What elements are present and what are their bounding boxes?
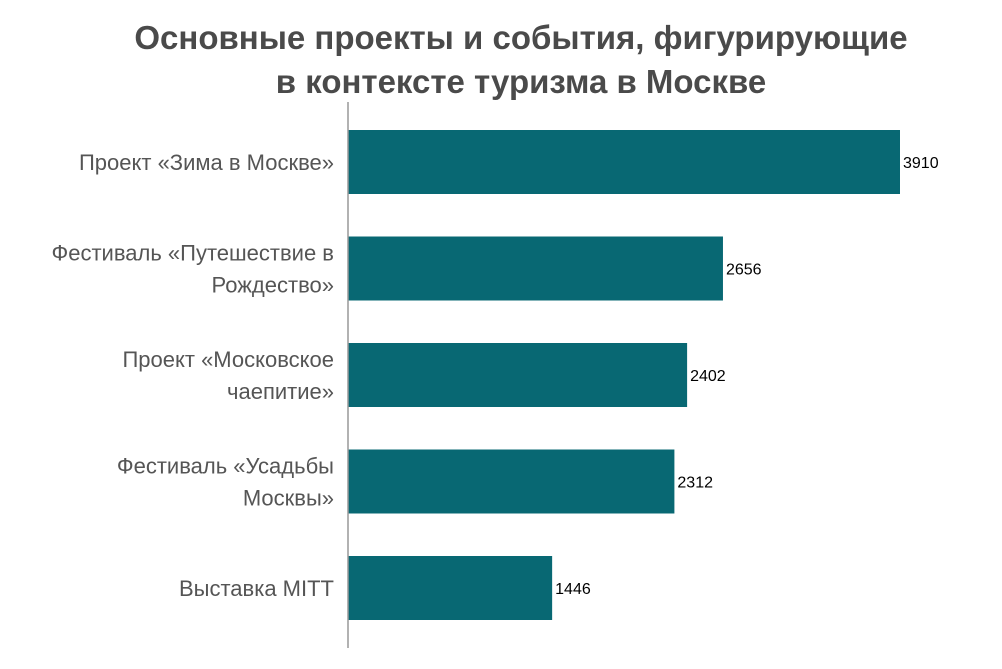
data-label-3: 2402 <box>690 368 726 385</box>
data-label-2: 2656 <box>726 262 762 279</box>
category-label-line: Проект «Московское <box>122 347 334 372</box>
category-label-line: Выставка MITT <box>179 576 334 601</box>
category-label-line: Проект «Зима в Москве» <box>79 150 334 175</box>
chart-title-line-2: в контексте туризма в Москве <box>275 63 767 100</box>
category-label-line: Фестиваль «Путешествие в <box>52 241 335 266</box>
bar-1 <box>348 130 900 194</box>
category-label-1: Проект «Зима в Москве» <box>79 150 334 175</box>
category-label-line: Москвы» <box>243 486 334 511</box>
data-label-4: 2312 <box>677 475 713 492</box>
bar-4 <box>348 449 675 514</box>
data-label-5: 1446 <box>555 581 591 598</box>
category-label-line: Рождество» <box>212 273 334 298</box>
category-label-2: Фестиваль «Путешествие в Рождество» <box>52 241 335 298</box>
category-label-line: Фестиваль «Усадьбы <box>117 454 334 479</box>
category-label-4: Фестиваль «Усадьбы Москвы» <box>117 454 334 511</box>
data-label-1: 3910 <box>903 155 939 172</box>
bar-2 <box>348 236 723 301</box>
category-label-line: чаепитие» <box>227 379 334 404</box>
category-label-5: Выставка MITT <box>179 576 334 601</box>
bar-5 <box>348 556 553 620</box>
category-label-3: Проект «Московское чаепитие» <box>122 347 334 404</box>
chart-title-line-1: Основные проекты и события, фигурирующие <box>134 19 908 56</box>
bar-3 <box>348 343 688 407</box>
